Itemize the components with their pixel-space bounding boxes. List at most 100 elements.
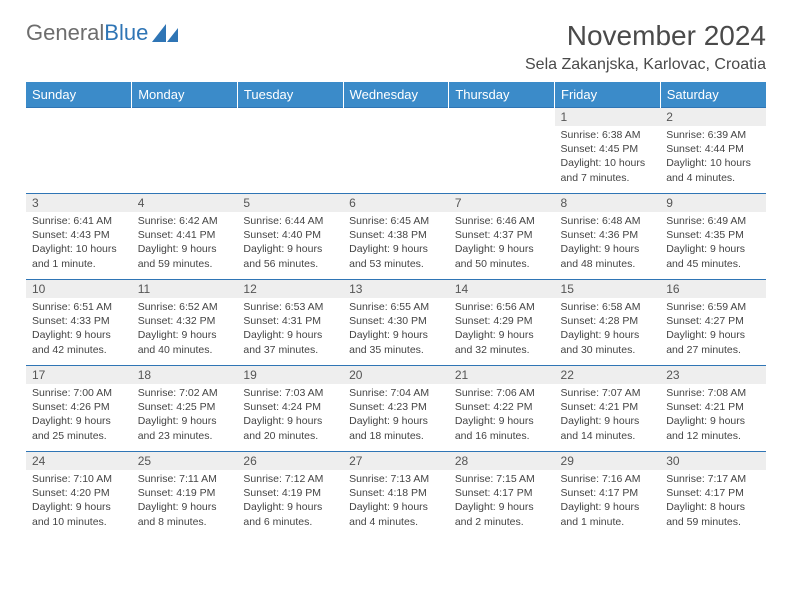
sunrise-text: Sunrise: 6:59 AM bbox=[666, 300, 760, 314]
daylight-text: Daylight: 9 hours and 4 minutes. bbox=[349, 500, 443, 528]
calendar-cell bbox=[132, 108, 238, 194]
calendar-week: 1Sunrise: 6:38 AMSunset: 4:45 PMDaylight… bbox=[26, 108, 766, 194]
day-details: Sunrise: 6:51 AMSunset: 4:33 PMDaylight:… bbox=[26, 298, 132, 361]
day-number: 8 bbox=[555, 194, 661, 212]
calendar-week: 10Sunrise: 6:51 AMSunset: 4:33 PMDayligh… bbox=[26, 280, 766, 366]
daylight-text: Daylight: 9 hours and 25 minutes. bbox=[32, 414, 126, 442]
day-number: 5 bbox=[237, 194, 343, 212]
sunset-text: Sunset: 4:17 PM bbox=[561, 486, 655, 500]
calendar-cell: 14Sunrise: 6:56 AMSunset: 4:29 PMDayligh… bbox=[449, 280, 555, 366]
day-details: Sunrise: 6:49 AMSunset: 4:35 PMDaylight:… bbox=[660, 212, 766, 275]
day-number: 21 bbox=[449, 366, 555, 384]
calendar-cell bbox=[449, 108, 555, 194]
logo-sail-icon bbox=[152, 24, 178, 42]
sunrise-text: Sunrise: 6:52 AM bbox=[138, 300, 232, 314]
calendar-cell: 25Sunrise: 7:11 AMSunset: 4:19 PMDayligh… bbox=[132, 452, 238, 538]
sunrise-text: Sunrise: 6:42 AM bbox=[138, 214, 232, 228]
header: GeneralBlue November 2024 Sela Zakanjska… bbox=[26, 20, 766, 74]
sunrise-text: Sunrise: 7:12 AM bbox=[243, 472, 337, 486]
day-details: Sunrise: 6:58 AMSunset: 4:28 PMDaylight:… bbox=[555, 298, 661, 361]
sunrise-text: Sunrise: 6:55 AM bbox=[349, 300, 443, 314]
calendar-cell: 5Sunrise: 6:44 AMSunset: 4:40 PMDaylight… bbox=[237, 194, 343, 280]
day-details: Sunrise: 7:03 AMSunset: 4:24 PMDaylight:… bbox=[237, 384, 343, 447]
calendar-cell: 7Sunrise: 6:46 AMSunset: 4:37 PMDaylight… bbox=[449, 194, 555, 280]
day-details: Sunrise: 6:55 AMSunset: 4:30 PMDaylight:… bbox=[343, 298, 449, 361]
day-details: Sunrise: 7:08 AMSunset: 4:21 PMDaylight:… bbox=[660, 384, 766, 447]
day-details: Sunrise: 6:48 AMSunset: 4:36 PMDaylight:… bbox=[555, 212, 661, 275]
sunset-text: Sunset: 4:38 PM bbox=[349, 228, 443, 242]
logo-text: GeneralBlue bbox=[26, 20, 148, 46]
day-details: Sunrise: 6:59 AMSunset: 4:27 PMDaylight:… bbox=[660, 298, 766, 361]
daylight-text: Daylight: 9 hours and 48 minutes. bbox=[561, 242, 655, 270]
calendar-cell: 28Sunrise: 7:15 AMSunset: 4:17 PMDayligh… bbox=[449, 452, 555, 538]
day-number: 6 bbox=[343, 194, 449, 212]
day-number: 9 bbox=[660, 194, 766, 212]
daylight-text: Daylight: 9 hours and 10 minutes. bbox=[32, 500, 126, 528]
sunset-text: Sunset: 4:19 PM bbox=[138, 486, 232, 500]
day-details: Sunrise: 7:00 AMSunset: 4:26 PMDaylight:… bbox=[26, 384, 132, 447]
logo-text-part1: General bbox=[26, 20, 104, 45]
daylight-text: Daylight: 10 hours and 1 minute. bbox=[32, 242, 126, 270]
sunset-text: Sunset: 4:32 PM bbox=[138, 314, 232, 328]
daylight-text: Daylight: 9 hours and 32 minutes. bbox=[455, 328, 549, 356]
sunrise-text: Sunrise: 7:08 AM bbox=[666, 386, 760, 400]
sunset-text: Sunset: 4:22 PM bbox=[455, 400, 549, 414]
calendar-cell: 15Sunrise: 6:58 AMSunset: 4:28 PMDayligh… bbox=[555, 280, 661, 366]
day-details: Sunrise: 7:07 AMSunset: 4:21 PMDaylight:… bbox=[555, 384, 661, 447]
calendar-cell: 9Sunrise: 6:49 AMSunset: 4:35 PMDaylight… bbox=[660, 194, 766, 280]
day-details: Sunrise: 6:52 AMSunset: 4:32 PMDaylight:… bbox=[132, 298, 238, 361]
day-details: Sunrise: 7:13 AMSunset: 4:18 PMDaylight:… bbox=[343, 470, 449, 533]
day-details: Sunrise: 7:15 AMSunset: 4:17 PMDaylight:… bbox=[449, 470, 555, 533]
sunset-text: Sunset: 4:25 PM bbox=[138, 400, 232, 414]
daylight-text: Daylight: 9 hours and 45 minutes. bbox=[666, 242, 760, 270]
calendar-cell: 8Sunrise: 6:48 AMSunset: 4:36 PMDaylight… bbox=[555, 194, 661, 280]
daylight-text: Daylight: 9 hours and 37 minutes. bbox=[243, 328, 337, 356]
daylight-text: Daylight: 9 hours and 59 minutes. bbox=[138, 242, 232, 270]
sunrise-text: Sunrise: 7:07 AM bbox=[561, 386, 655, 400]
day-number: 3 bbox=[26, 194, 132, 212]
day-details: Sunrise: 7:10 AMSunset: 4:20 PMDaylight:… bbox=[26, 470, 132, 533]
day-number: 18 bbox=[132, 366, 238, 384]
day-header: Tuesday bbox=[237, 82, 343, 108]
daylight-text: Daylight: 9 hours and 27 minutes. bbox=[666, 328, 760, 356]
day-number: 20 bbox=[343, 366, 449, 384]
day-number: 10 bbox=[26, 280, 132, 298]
sunset-text: Sunset: 4:43 PM bbox=[32, 228, 126, 242]
sunset-text: Sunset: 4:17 PM bbox=[666, 486, 760, 500]
sunset-text: Sunset: 4:21 PM bbox=[561, 400, 655, 414]
day-details: Sunrise: 6:56 AMSunset: 4:29 PMDaylight:… bbox=[449, 298, 555, 361]
day-details: Sunrise: 7:06 AMSunset: 4:22 PMDaylight:… bbox=[449, 384, 555, 447]
day-number: 25 bbox=[132, 452, 238, 470]
calendar-cell bbox=[237, 108, 343, 194]
day-number: 11 bbox=[132, 280, 238, 298]
location: Sela Zakanjska, Karlovac, Croatia bbox=[525, 56, 766, 74]
calendar-cell: 2Sunrise: 6:39 AMSunset: 4:44 PMDaylight… bbox=[660, 108, 766, 194]
logo-text-part2: Blue bbox=[104, 20, 148, 45]
day-details: Sunrise: 7:11 AMSunset: 4:19 PMDaylight:… bbox=[132, 470, 238, 533]
sunrise-text: Sunrise: 6:45 AM bbox=[349, 214, 443, 228]
day-header: Friday bbox=[555, 82, 661, 108]
day-number: 23 bbox=[660, 366, 766, 384]
calendar-cell: 18Sunrise: 7:02 AMSunset: 4:25 PMDayligh… bbox=[132, 366, 238, 452]
sunrise-text: Sunrise: 6:39 AM bbox=[666, 128, 760, 142]
sunrise-text: Sunrise: 6:56 AM bbox=[455, 300, 549, 314]
day-header: Thursday bbox=[449, 82, 555, 108]
sunrise-text: Sunrise: 6:44 AM bbox=[243, 214, 337, 228]
calendar-cell: 12Sunrise: 6:53 AMSunset: 4:31 PMDayligh… bbox=[237, 280, 343, 366]
sunset-text: Sunset: 4:28 PM bbox=[561, 314, 655, 328]
sunset-text: Sunset: 4:44 PM bbox=[666, 142, 760, 156]
calendar-cell: 3Sunrise: 6:41 AMSunset: 4:43 PMDaylight… bbox=[26, 194, 132, 280]
sunrise-text: Sunrise: 7:16 AM bbox=[561, 472, 655, 486]
daylight-text: Daylight: 9 hours and 14 minutes. bbox=[561, 414, 655, 442]
daylight-text: Daylight: 9 hours and 18 minutes. bbox=[349, 414, 443, 442]
sunset-text: Sunset: 4:31 PM bbox=[243, 314, 337, 328]
calendar-cell: 6Sunrise: 6:45 AMSunset: 4:38 PMDaylight… bbox=[343, 194, 449, 280]
sunset-text: Sunset: 4:27 PM bbox=[666, 314, 760, 328]
calendar-cell: 4Sunrise: 6:42 AMSunset: 4:41 PMDaylight… bbox=[132, 194, 238, 280]
sunrise-text: Sunrise: 7:02 AM bbox=[138, 386, 232, 400]
daylight-text: Daylight: 9 hours and 16 minutes. bbox=[455, 414, 549, 442]
day-number: 17 bbox=[26, 366, 132, 384]
calendar-cell: 26Sunrise: 7:12 AMSunset: 4:19 PMDayligh… bbox=[237, 452, 343, 538]
day-number: 26 bbox=[237, 452, 343, 470]
daylight-text: Daylight: 9 hours and 1 minute. bbox=[561, 500, 655, 528]
